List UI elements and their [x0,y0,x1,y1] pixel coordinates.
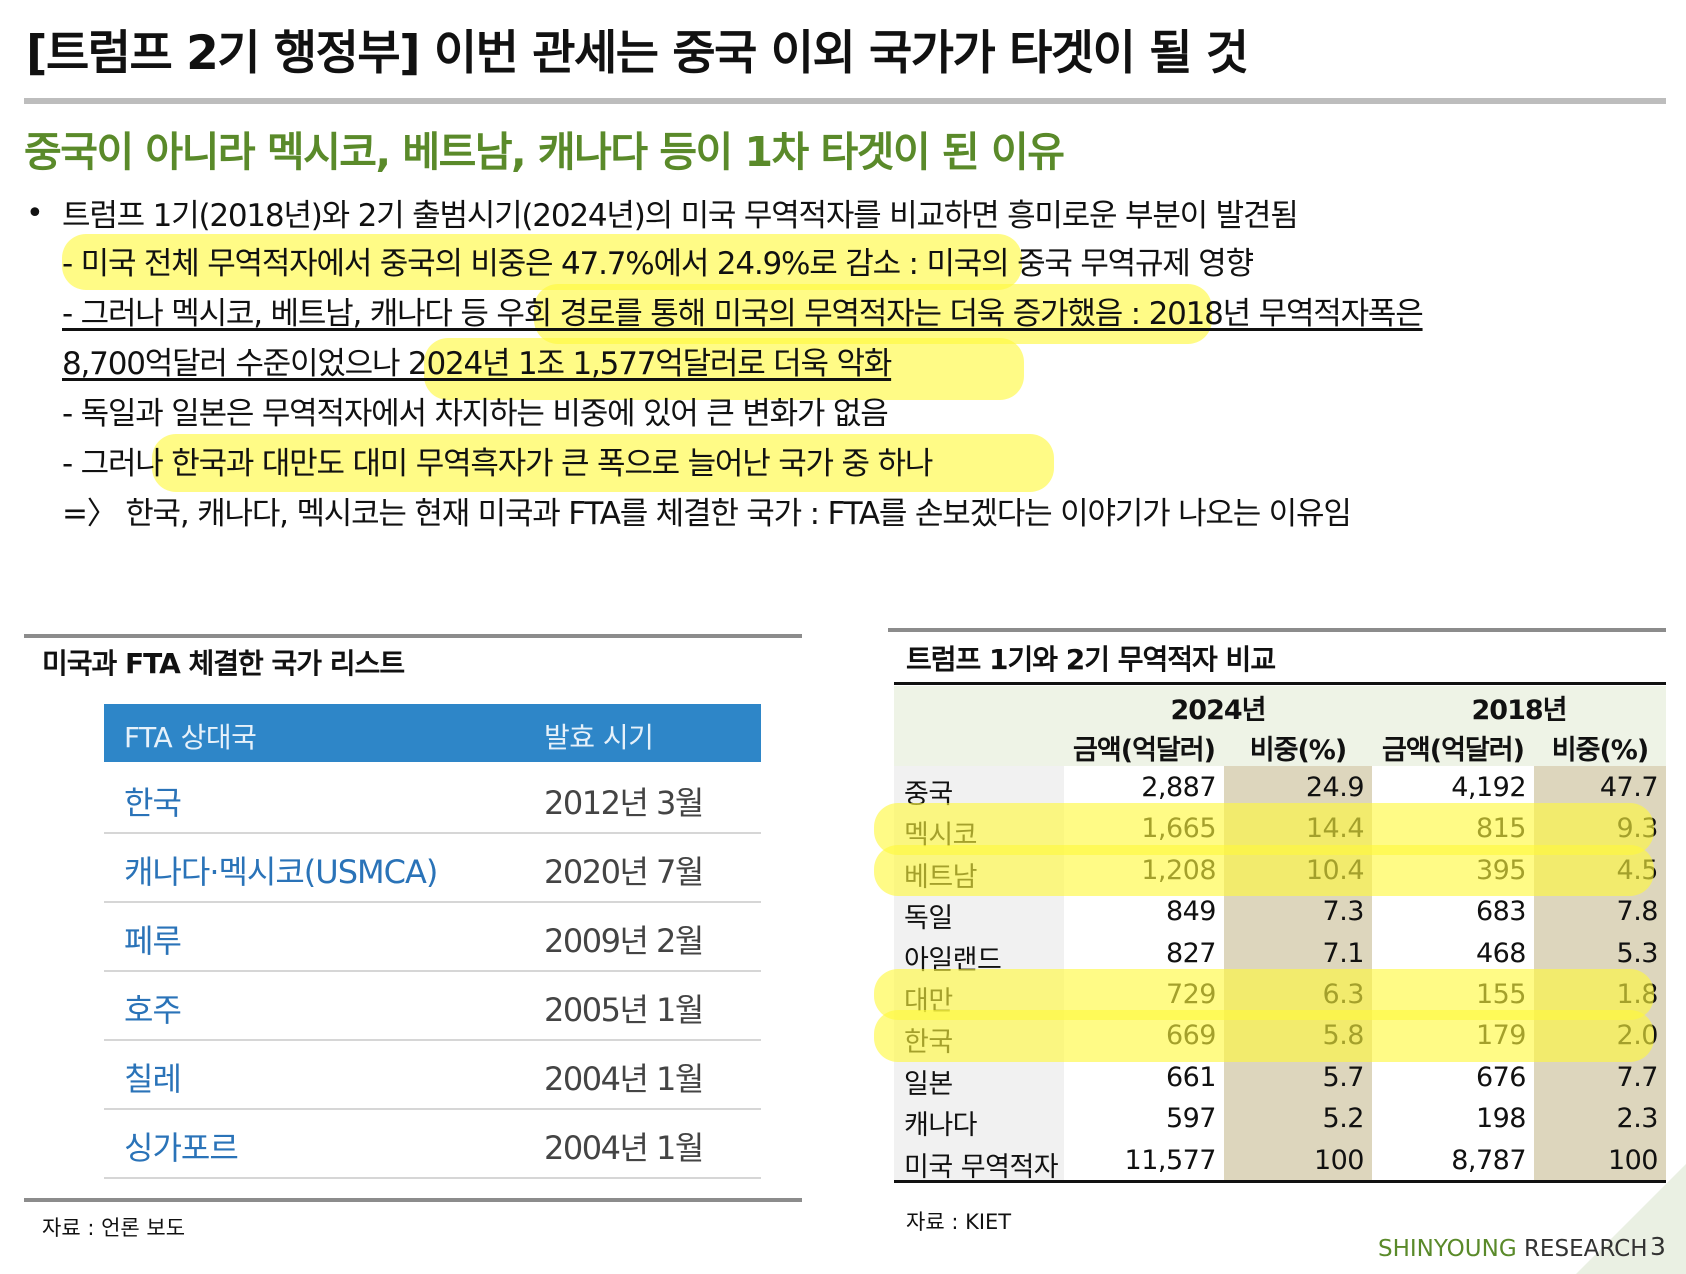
trade-amount-2018: 468 [1475,937,1527,969]
trade-title: 트럼프 1기와 2기 무역적자 비교 [906,643,1276,676]
trade-row-highlight [874,1010,1654,1062]
page-title: [트럼프 2기 행정부] 이번 관세는 중국 이외 국가가 타겟이 될 것 [26,26,1249,81]
trade-country: 미국 무역적자 [904,1151,1059,1183]
title-divider [24,98,1666,104]
trade-share-2018: 7.7 [1616,1061,1659,1093]
fta-date: 2004년 1월 [544,1129,704,1167]
page-subtitle: 중국이 아니라 멕시코, 베트남, 캐나다 등이 1차 타겟이 된 이유 [24,128,1065,176]
fta-country: 페루 [124,922,182,960]
bullet-line-1: 트럼프 1기(2018년)와 2기 출범시기(2024년)의 미국 무역적자를 … [62,198,1299,234]
fta-date: 2005년 1월 [544,991,704,1029]
trade-amount-2018: 683 [1475,896,1527,928]
trade-amount-2024: 827 [1165,937,1217,969]
fta-country: 캐나다·멕시코(USMCA) [124,853,438,891]
fta-row: 호주 2005년 1월 [104,971,761,1041]
trade-share-2024: 7.1 [1322,937,1365,969]
highlight-l3 [534,284,1212,344]
trade-share-2018: 47.7 [1599,772,1659,803]
trade-amount-2018: 198 [1475,1103,1527,1135]
fta-header: FTA 상대국 발효 시기 [104,704,761,762]
trade-year-2018: 2018년 [1471,695,1568,726]
bullet-line-2-main: - 미국 전체 무역적자에서 중국의 비중은 47.7%에서 24.9%로 감소 [62,246,901,282]
fta-date: 2020년 7월 [544,853,704,891]
trade-share-2018: 2.3 [1616,1103,1659,1135]
bullet-line-5: - 독일과 일본은 무역적자에서 차지하는 비중에 있어 큰 변화가 없음 [62,396,889,432]
fta-row: 캐나다·멕시코(USMCA) 2020년 7월 [104,833,761,903]
footer-brand: SHINYOUNG RESEARCH [1378,1236,1648,1262]
fta-row: 싱가포르 2004년 1월 [104,1109,761,1179]
trade-share-2024: 100 [1313,1144,1365,1176]
fta-top-rule [24,634,802,638]
trade-amount-2024: 661 [1165,1061,1217,1093]
trade-amount-2024: 597 [1165,1103,1217,1135]
fta-country: 칠레 [124,1060,182,1098]
trade-source: 자료 : KIET [906,1210,1012,1234]
fta-row: 칠레 2004년 1월 [104,1040,761,1110]
highlight-l4 [424,338,1024,400]
highlight-l6 [152,434,1054,492]
trade-share-2024: 5.7 [1322,1061,1365,1093]
fta-source: 자료 : 언론 보도 [42,1216,186,1240]
trade-amount-2024: 2,887 [1141,772,1216,803]
trade-country: 일본 [904,1068,953,1100]
trade-share-2018-label: 비중(%) [1551,735,1649,766]
trade-header-bg [894,686,1666,766]
trade-share-2024-label: 비중(%) [1249,735,1347,766]
fta-country: 호주 [124,991,182,1029]
trade-amount-2018: 676 [1475,1061,1527,1093]
fta-date: 2009년 2월 [544,922,704,960]
fta-row: 한국 2012년 3월 [104,764,761,834]
trade-share-2018: 7.8 [1616,896,1659,928]
bullet-dot: • [26,196,44,231]
fta-col-date: 발효 시기 [544,721,654,754]
footer-brand-a: SHINYOUNG [1378,1236,1517,1262]
trade-amount-2024: 849 [1165,896,1217,928]
trade-top-rule [888,628,1666,632]
bullet-line-6: - 그러나 한국과 대만도 대미 무역흑자가 큰 폭으로 늘어난 국가 중 하나 [62,446,933,482]
fta-country: 한국 [124,784,182,822]
fta-row: 페루 2009년 2월 [104,902,761,972]
bullet-line-4: 8,700억달러 수준이었으나 2024년 1조 1,577억달러로 더욱 악화 [62,346,892,382]
fta-bottom-rule [24,1198,802,1202]
bullet-line-7: =〉 한국, 캐나다, 멕시코는 현재 미국과 FTA를 체결한 국가 : FT… [62,496,1352,532]
highlight-l2 [62,234,1022,290]
bullet-line-2: - 미국 전체 무역적자에서 중국의 비중은 47.7%에서 24.9%로 감소… [62,242,1255,286]
trade-bottom-rule [894,1180,1666,1183]
fta-col-country: FTA 상대국 [124,721,257,754]
trade-share-2024: 5.2 [1322,1103,1365,1135]
corner-decoration [1576,1164,1686,1274]
trade-row-highlight [874,844,1654,897]
trade-amount-2024: 11,577 [1124,1144,1217,1176]
trade-header-rule [894,682,1666,685]
footer-brand-b: RESEARCH [1516,1236,1648,1262]
trade-share-2024: 24.9 [1305,772,1365,803]
page-number: 3 [1650,1232,1666,1261]
fta-date: 2012년 3월 [544,784,704,822]
bullet-line-3: - 그러나 멕시코, 베트남, 캐나다 등 우회 경로를 통해 미국의 무역적자… [62,296,1424,332]
trade-year-2024: 2024년 [1170,695,1267,726]
bullet-line-2-note: : 미국의 중국 무역규제 영향 [899,246,1255,282]
trade-country: 독일 [904,903,953,935]
fta-date: 2004년 1월 [544,1060,704,1098]
trade-amount-2018: 8,787 [1451,1144,1526,1176]
trade-amount-2024-label: 금액(억달러) [1073,735,1216,766]
fta-title: 미국과 FTA 체결한 국가 리스트 [42,647,405,680]
trade-country: 캐나다 [904,1110,978,1142]
trade-share-2024: 7.3 [1322,896,1365,928]
fta-country: 싱가포르 [124,1129,239,1167]
trade-amount-2018-label: 금액(억달러) [1382,735,1525,766]
trade-amount-2018: 4,192 [1451,772,1526,803]
trade-share-2018: 5.3 [1616,937,1659,969]
